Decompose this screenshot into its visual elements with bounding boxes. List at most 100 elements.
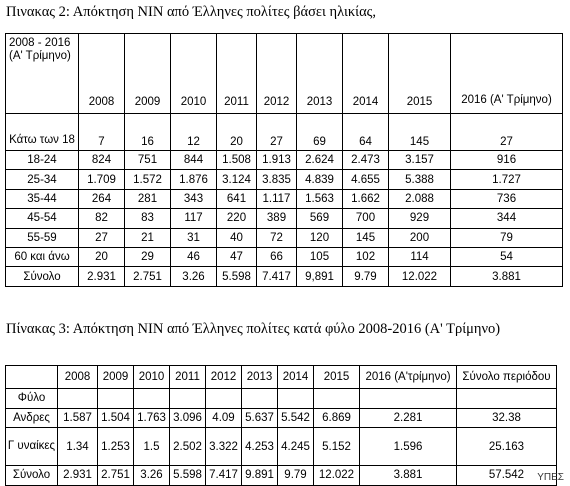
data-cell: 64	[342, 113, 389, 151]
data-cell: 1.117	[256, 188, 297, 210]
data-cell: 32.38	[456, 407, 557, 429]
column-header-cell: 2016 (Α'τρίμηνο)	[359, 365, 457, 389]
data-cell: 12.022	[313, 465, 360, 486]
data-cell	[169, 388, 206, 409]
row-label-cell: 35-44	[5, 188, 79, 210]
data-cell: 12	[170, 113, 217, 151]
data-cell: 1.34	[57, 427, 98, 467]
data-cell: 2.473	[342, 149, 389, 171]
data-cell: 46	[170, 246, 217, 268]
data-cell: 3.881	[450, 266, 563, 287]
data-cell: 12.022	[388, 266, 451, 287]
data-cell: 16	[124, 113, 171, 151]
data-cell	[133, 388, 170, 409]
data-cell: 1.508	[216, 149, 257, 171]
table-row: 55-59 27 21 31 40 72 120 145 200 79	[5, 227, 563, 248]
data-cell: 9.79	[277, 465, 314, 486]
column-header-cell: 2014	[277, 365, 314, 389]
data-cell: 120	[296, 227, 343, 248]
data-cell: 29	[124, 246, 171, 268]
column-header-cell: 2009	[124, 33, 171, 114]
data-cell: 824	[78, 149, 125, 171]
data-cell: 389	[256, 208, 297, 229]
data-cell: 72	[256, 227, 297, 248]
data-cell: 2.624	[296, 149, 343, 171]
data-cell	[57, 388, 98, 409]
data-cell: 5.598	[169, 465, 206, 486]
data-cell: 3.124	[216, 169, 257, 190]
data-cell: 5.388	[388, 169, 451, 190]
table-row: 18-24 824 751 844 1.508 1.913 2.624 2.473 3.157 9…	[5, 149, 563, 171]
data-cell: 4.245	[277, 427, 314, 467]
table-3-caption: Πίνακας 3: Απόκτηση ΝΙΝ από Έλληνες πολί…	[6, 321, 501, 337]
data-cell: 5.637	[241, 407, 278, 429]
column-header-cell: 2008	[78, 33, 125, 114]
column-header-cell: Σύνολο περιόδου	[456, 365, 557, 389]
data-cell: 21	[124, 227, 171, 248]
data-cell: 700	[342, 208, 389, 229]
data-cell	[359, 388, 457, 409]
column-header-cell: 2015	[313, 365, 360, 389]
data-cell	[313, 388, 360, 409]
column-header-cell: 2008	[57, 365, 98, 389]
data-cell	[205, 388, 242, 409]
watermark: ΥΠΕΣ	[537, 472, 564, 483]
data-cell: 1.876	[170, 169, 217, 190]
data-cell: 929	[388, 208, 451, 229]
row-label-cell: 18-24	[5, 149, 79, 171]
column-header-cell: 2015	[388, 33, 451, 114]
data-cell: 2.931	[57, 465, 98, 486]
data-cell: 5.598	[216, 266, 257, 287]
data-cell: 27	[256, 113, 297, 151]
data-cell: 2.502	[169, 427, 206, 467]
row-label-cell: Σύνολο	[5, 465, 58, 486]
data-cell: 4.09	[205, 407, 242, 429]
data-cell: 3.157	[388, 149, 451, 171]
column-header-cell: 2011	[216, 33, 257, 114]
row-label-cell: Ανδρες	[5, 407, 58, 429]
table-row: Ανδρες 1.587 1.504 1.763 3.096 4.09 5.637 5.542…	[5, 407, 557, 429]
data-cell: 1.662	[342, 188, 389, 210]
data-cell: 7.417	[205, 465, 242, 486]
data-cell: 27	[450, 113, 563, 151]
data-cell: 105	[296, 246, 343, 268]
data-cell: 7	[78, 113, 125, 151]
data-cell: 83	[124, 208, 171, 229]
data-cell: 1.913	[256, 149, 297, 171]
column-header-cell: 2009	[97, 365, 134, 389]
data-cell: 2.751	[97, 465, 134, 486]
table-row: Σύνολο 2.931 2.751 3.26 5.598 7.417 9.891 9.79 1…	[5, 465, 557, 486]
table-row: Φύλο	[5, 388, 557, 409]
data-cell: 916	[450, 149, 563, 171]
data-cell: 1.709	[78, 169, 125, 190]
data-cell: 3.26	[170, 266, 217, 287]
data-cell: 102	[342, 246, 389, 268]
data-cell: 641	[216, 188, 257, 210]
data-cell: 344	[450, 208, 563, 229]
row-label-cell: Σύνολο	[5, 266, 79, 287]
data-cell: 6.869	[313, 407, 360, 429]
data-cell: 2.281	[359, 407, 457, 429]
data-cell: 3.26	[133, 465, 170, 486]
data-cell: 66	[256, 246, 297, 268]
data-cell: 114	[388, 246, 451, 268]
row-label-cell: Φύλο	[5, 388, 58, 409]
data-cell: 20	[78, 246, 125, 268]
table-row: 25-34 1.709 1.572 1.876 3.124 3.835 4.839 4.655…	[5, 169, 563, 190]
header-row: 2008 - 2016 (Α' Τρίμηνο) 2008 2009 2010 2011…	[5, 33, 563, 114]
column-header-cell: 2010	[133, 365, 170, 389]
data-cell: 1.5	[133, 427, 170, 467]
data-cell: 3.881	[359, 465, 457, 486]
data-cell: 79	[450, 227, 563, 248]
data-cell: 844	[170, 149, 217, 171]
row-label-cell: 25-34	[5, 169, 79, 190]
gender-breakdown-table: 2008 2009 2010 2011 2012 2013 2014 2015 2016 (Α'…	[5, 365, 557, 486]
row-label-cell: 55-59	[5, 227, 79, 248]
data-cell: 343	[170, 188, 217, 210]
data-cell: 264	[78, 188, 125, 210]
data-cell: 3.096	[169, 407, 206, 429]
corner-header-cell: 2008 - 2016 (Α' Τρίμηνο)	[5, 33, 79, 114]
data-cell: 145	[388, 113, 451, 151]
column-header-cell: 2012	[256, 33, 297, 114]
data-cell	[456, 388, 557, 409]
